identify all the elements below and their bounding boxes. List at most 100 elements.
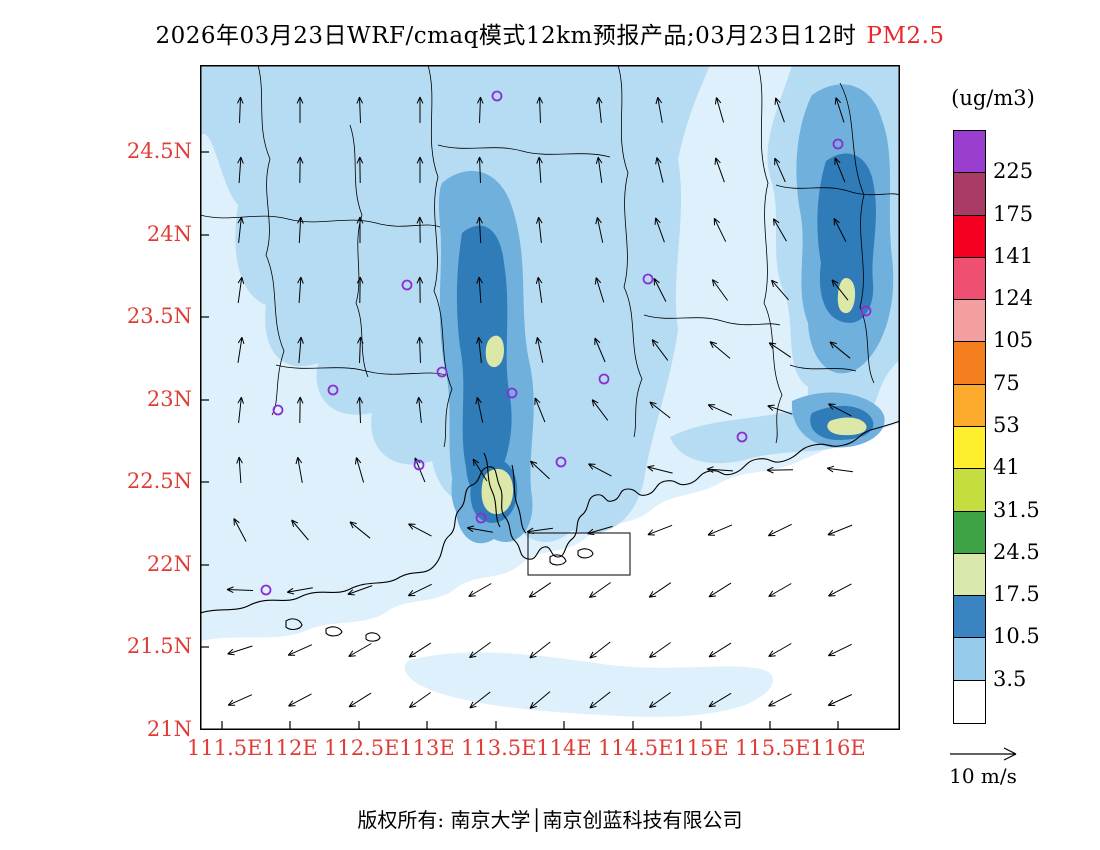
- wind-arrow: [594, 277, 605, 303]
- lat-label: 21N: [146, 717, 192, 741]
- wind-arrow: [768, 342, 792, 358]
- wind-arrow: [708, 582, 732, 598]
- wind-arrow: [536, 216, 543, 243]
- wind-arrow: [654, 217, 665, 243]
- contour-region: [404, 652, 774, 717]
- wind-arrow: [356, 156, 364, 184]
- coastline: [577, 548, 594, 559]
- wind-arrow: [771, 279, 789, 301]
- colorbar-label: 53: [993, 413, 1020, 437]
- province-boundary: [427, 65, 453, 448]
- wind-arrow: [768, 693, 792, 707]
- colorbar-cell: [954, 553, 985, 597]
- coastline: [200, 420, 900, 614]
- wind-arrow: [768, 583, 792, 597]
- wind-arrow: [287, 644, 313, 656]
- station-marker: [327, 384, 339, 396]
- wind-arrow: [589, 691, 611, 709]
- contour-region: [481, 468, 514, 515]
- wind-arrow: [476, 336, 483, 363]
- province-boundary: [643, 314, 781, 326]
- wind-arrow: [408, 642, 432, 658]
- wind-arrow: [347, 585, 373, 596]
- inset-box: [527, 532, 631, 576]
- coastline: [365, 632, 381, 642]
- lon-label: 116E: [810, 736, 866, 760]
- station-marker: [860, 305, 872, 317]
- wind-arrow: [655, 96, 663, 123]
- wind-arrow: [594, 337, 606, 363]
- contour-region: [485, 335, 504, 368]
- province-boundary: [839, 82, 875, 384]
- colorbar-label: 41: [993, 455, 1020, 480]
- contour-region: [827, 417, 867, 436]
- wind-arrow: [767, 404, 793, 415]
- wind-arrow: [826, 465, 853, 473]
- wind-arrow: [348, 643, 372, 657]
- wind-arrow: [827, 524, 853, 536]
- wind-arrow: [536, 96, 544, 124]
- wind-arrow: [236, 456, 243, 484]
- wind-arrow: [595, 156, 603, 183]
- colorbar-label: 10.5: [993, 624, 1040, 649]
- wind-arrow: [589, 641, 611, 659]
- station-marker: [506, 387, 518, 399]
- wind-arrow: [469, 641, 491, 659]
- wind-arrow: [356, 336, 364, 364]
- contour-region: [456, 225, 512, 497]
- lon-label: 114.5E: [598, 736, 674, 760]
- province-boundary: [349, 124, 369, 378]
- pollutant-label: PM2.5: [866, 23, 945, 49]
- province-boundary: [617, 65, 643, 438]
- colorbar-label: 105: [993, 328, 1034, 353]
- wind-arrow: [297, 336, 304, 364]
- wind-arrow: [834, 97, 845, 123]
- wind-arrow: [296, 96, 304, 123]
- colorbar-cell: [954, 469, 985, 512]
- province-boundary: [257, 65, 285, 416]
- lat-label: 23N: [146, 387, 192, 411]
- colorbar-label: 225: [993, 159, 1034, 184]
- wind-arrow: [708, 692, 732, 708]
- colorbar-label: 3.5: [993, 666, 1027, 691]
- wind-arrow: [828, 403, 852, 417]
- lon-label: 115.5E: [735, 736, 811, 760]
- colorbar-label: 17.5: [993, 582, 1040, 607]
- wind-arrow: [713, 217, 727, 242]
- copyright-footer: 版权所有: 南京大学│南京创蓝科技有限公司: [357, 808, 743, 832]
- wind-arrow: [468, 583, 492, 597]
- province-boundary: [757, 65, 783, 444]
- wind-arrow: [237, 396, 244, 423]
- chart-title-text: 2026年03月23日WRF/cmaq模式12km预报产品;03月23日12时: [155, 23, 857, 49]
- wind-arrow: [774, 97, 785, 123]
- wind-arrow: [476, 276, 483, 304]
- wind-arrow: [356, 276, 364, 304]
- colorbar-cell: [954, 426, 985, 470]
- province-boundary: [437, 144, 611, 158]
- lat-label: 21.5N: [126, 634, 192, 658]
- wind-arrow: [595, 217, 604, 243]
- wind-arrow: [535, 337, 544, 363]
- wind-arrow: [649, 401, 671, 419]
- wind-arrow: [233, 518, 247, 542]
- wind-arrow: [706, 466, 734, 473]
- wind-arrow: [466, 525, 493, 533]
- station-marker: [260, 584, 272, 596]
- colorbar-label: 175: [993, 201, 1034, 226]
- station-marker: [475, 512, 487, 524]
- colorbar-cell: [954, 511, 985, 554]
- wind-arrow: [529, 641, 551, 659]
- colorbar-cell: [954, 300, 985, 343]
- colorbar: [953, 130, 986, 724]
- wind-arrow: [469, 691, 491, 709]
- station-marker: [401, 279, 413, 291]
- colorbar-label: 124: [993, 286, 1034, 311]
- colorbar-cell: [954, 342, 985, 385]
- wind-arrow: [408, 523, 432, 537]
- wind-arrow: [648, 642, 671, 658]
- wind-arrow: [766, 466, 794, 474]
- lon-label: 111.5E: [187, 736, 263, 760]
- wind-arrow: [416, 96, 424, 123]
- forecast-map: [200, 65, 900, 730]
- wind-arrow: [827, 694, 853, 706]
